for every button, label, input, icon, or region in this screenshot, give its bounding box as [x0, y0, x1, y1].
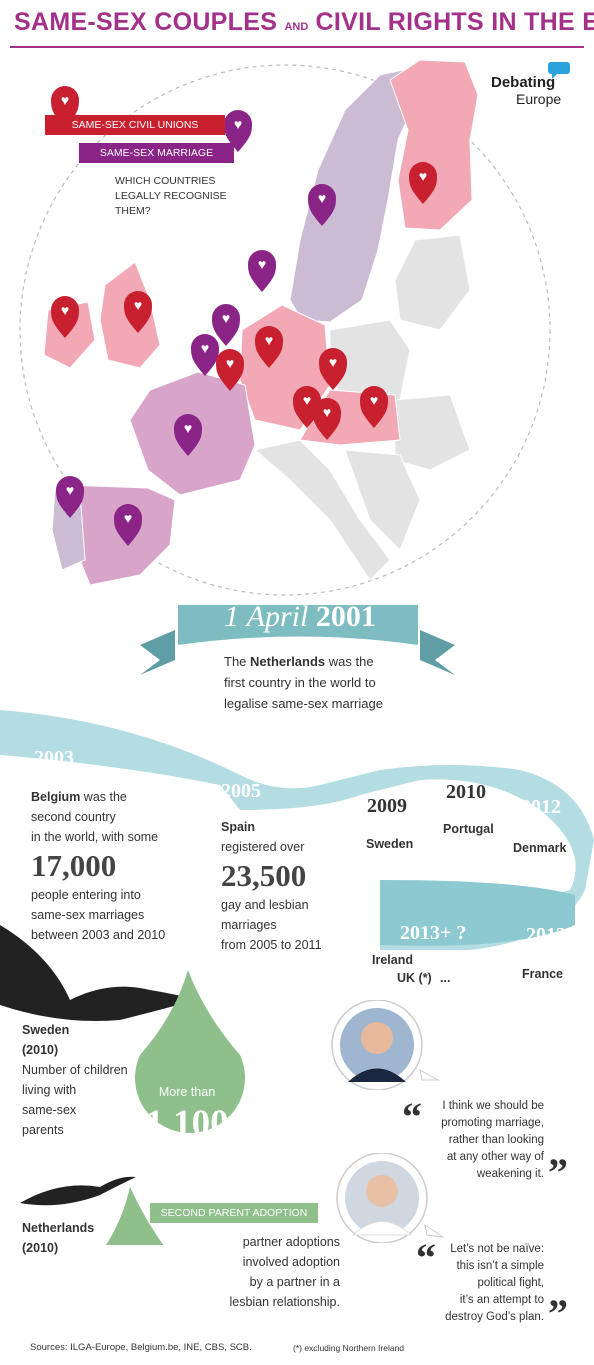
svg-text:♥: ♥	[318, 190, 326, 206]
pin-denmark: ♥	[248, 250, 276, 292]
year-2010: 2010	[446, 781, 486, 803]
drop-netherlands	[105, 1187, 164, 1245]
tl-denmark: Denmark	[513, 841, 567, 855]
pin-ireland: ♥	[51, 296, 79, 338]
pin-austria: ♥	[313, 398, 341, 440]
pin-germany: ♥	[255, 326, 283, 368]
adoption-text: partner adoptions involved adoption by a…	[229, 1235, 341, 1309]
banner-tail-left	[140, 630, 175, 675]
drop-sweden	[134, 970, 245, 1133]
balkans-shape	[344, 449, 421, 551]
sweden-more-than: More than	[158, 1085, 216, 1099]
legend-question: WHICH COUNTRIES LEGALLY RECOGNISE THEM?	[115, 175, 227, 217]
sources: Sources: ILGA-Europe, Belgium.be, INE, C…	[30, 1342, 252, 1353]
sweden-number: 1,100	[145, 1103, 229, 1144]
svg-text:♥: ♥	[370, 392, 378, 408]
tl-portugal: Portugal	[443, 822, 494, 836]
svg-text:♥: ♥	[419, 168, 427, 184]
svg-text:♥: ♥	[61, 302, 69, 318]
netherlands-intro: The Netherlands was the first country in…	[224, 654, 383, 711]
pin-belgium: ♥	[191, 334, 219, 376]
pin-hungary: ♥	[360, 386, 388, 428]
map-circle	[19, 64, 551, 596]
netherlands-more-than: More than	[107, 1250, 165, 1264]
timeline-band	[0, 710, 594, 950]
quote-politician: I think we should be promoting marriage, r…	[441, 1100, 544, 1180]
svg-text:♥: ♥	[323, 404, 331, 420]
quote-pope: Let’s not be naïve: this isn’t a simple po…	[445, 1243, 544, 1323]
svg-text:♥: ♥	[124, 510, 132, 526]
quote-close-icon-2: ”	[548, 1291, 568, 1336]
italy-shape	[253, 439, 391, 581]
timeline-lower-band	[380, 880, 575, 946]
romania-shape	[394, 394, 471, 471]
svg-text:♥: ♥	[265, 332, 273, 348]
baltic-shape	[394, 234, 471, 331]
year-2003: 2003	[34, 747, 74, 769]
tl-france: France	[522, 967, 563, 981]
footnote: (*) excluding Northern Ireland	[293, 1343, 405, 1353]
svg-text:♥: ♥	[134, 297, 142, 313]
pin-uk: ♥	[124, 291, 152, 333]
tl-ellipsis: ...	[440, 971, 451, 985]
svg-text:♥: ♥	[226, 355, 234, 371]
svg-text:♥: ♥	[66, 482, 74, 498]
europe-map: ♥ ♥ ♥ ♥ ♥ ♥ ♥ ♥ ♥ ♥ ♥ ♥ ♥ ♥ ♥ ♥ ♥ ♥	[19, 59, 551, 675]
year-2009: 2009	[367, 795, 407, 817]
pin-netherlands: ♥	[212, 304, 240, 346]
svg-text:♥: ♥	[222, 310, 230, 326]
netherlands-stat-label: Netherlands (2010)	[22, 1221, 95, 1255]
speech-bubble-icon	[548, 62, 570, 79]
pin-france: ♥	[174, 414, 202, 456]
sweden-stat: Sweden (2010) Number of children living …	[22, 1023, 128, 1137]
logo-europe: Europe	[516, 91, 562, 107]
spain-stat: Spain registered over 23,500 gay and les…	[221, 820, 322, 952]
svg-text:♥: ♥	[61, 92, 69, 108]
pin-legend-marriage: ♥	[224, 110, 252, 152]
page-title: SAME-SEX COUPLES AND CIVIL RIGHTS IN THE…	[14, 8, 594, 36]
map-pins: ♥ ♥ ♥ ♥ ♥ ♥ ♥ ♥ ♥ ♥ ♥ ♥ ♥ ♥ ♥ ♥ ♥ ♥	[51, 86, 437, 546]
finland-shape	[389, 59, 479, 231]
year-2012: 2012	[521, 796, 561, 818]
year-2013-plus: 2013+ ?	[400, 922, 467, 944]
belgium-stat: Belgium was the second country in the wo…	[31, 790, 166, 942]
year-2013: 2013	[526, 924, 566, 946]
legend-civil-unions: SAME-SEX CIVIL UNIONS	[45, 115, 225, 135]
tl-sweden: Sweden	[366, 837, 414, 851]
pin-spain: ♥	[114, 504, 142, 546]
portrait-politician	[331, 1000, 440, 1090]
pin-czech: ♥	[319, 348, 347, 390]
legend-marriage: SAME-SEX MARRIAGE	[79, 143, 234, 163]
stork-drops	[0, 925, 245, 1245]
svg-text:♥: ♥	[303, 392, 311, 408]
banner-date: 1 April 2001	[224, 600, 376, 633]
svg-text:♥: ♥	[184, 420, 192, 436]
netherlands-number: 8in10	[100, 1267, 172, 1307]
tl-uk: UK (*)	[397, 971, 432, 985]
banner-tail-right	[420, 630, 455, 675]
svg-text:♥: ♥	[234, 116, 242, 132]
title-divider	[10, 46, 584, 48]
pin-portugal: ♥	[56, 476, 84, 518]
quote-close-icon: ”	[548, 1150, 568, 1195]
tl-ireland: Ireland	[372, 953, 413, 967]
timeline-ribbon	[0, 710, 594, 950]
quote-open-icon-2: “	[416, 1235, 436, 1280]
portrait-pope	[336, 1153, 444, 1243]
svg-text:♥: ♥	[258, 256, 266, 272]
banner-ribbon	[178, 605, 418, 645]
quote-open-icon: “	[402, 1094, 422, 1139]
svg-text:♥: ♥	[201, 340, 209, 356]
logo-debating: Debating	[491, 74, 556, 91]
svg-text:♥: ♥	[329, 354, 337, 370]
stork-small	[20, 1176, 136, 1206]
stork-silhouette	[0, 925, 196, 1021]
year-2005: 2005	[221, 780, 261, 802]
pin-finland: ♥	[409, 162, 437, 204]
pin-sweden: ♥	[308, 184, 336, 226]
adoption-banner: SECOND PARENT ADOPTION	[150, 1203, 318, 1223]
pin-luxembourg: ♥	[216, 349, 244, 391]
